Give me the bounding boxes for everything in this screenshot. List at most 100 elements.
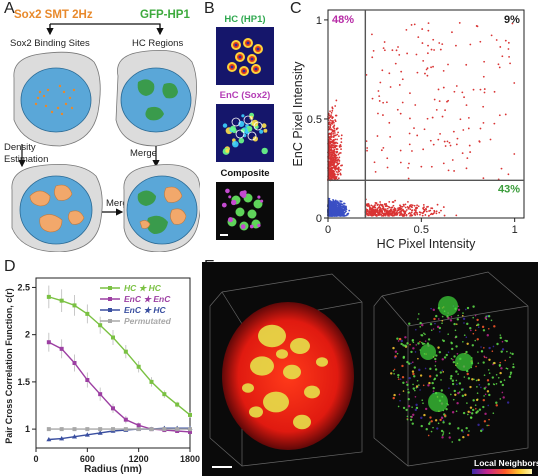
scatter-point <box>368 206 371 209</box>
local-neighbor-point <box>418 368 421 372</box>
scatter-point <box>437 88 440 91</box>
scatter-point <box>423 206 425 208</box>
local-neighbor-point <box>500 367 503 370</box>
local-neighbor-point <box>505 367 508 370</box>
scatter-point <box>410 24 413 26</box>
local-neighbor-point <box>435 314 438 318</box>
composite-magenta-spot <box>221 202 227 208</box>
hc-spot-center <box>250 57 254 61</box>
local-neighbor-point <box>444 414 447 417</box>
local-neighbor-point <box>453 355 456 358</box>
local-neighbor-point <box>483 347 485 349</box>
scatter-point <box>332 161 335 164</box>
local-neighbor-point <box>496 342 499 346</box>
local-neighbor-point <box>412 341 415 344</box>
scatter-point <box>371 212 374 214</box>
scatter-point <box>342 214 344 217</box>
hc-spot-center <box>234 43 238 47</box>
local-neighbor-point <box>439 371 443 374</box>
local-neighbor-point <box>406 360 409 364</box>
scatter-point <box>427 205 429 208</box>
scatter-point <box>483 91 486 94</box>
scatter-point <box>465 167 468 170</box>
local-neighbor-point <box>501 348 505 351</box>
hc-label: HC (HP1) <box>224 14 266 25</box>
panel-b: HC (HP1) EnC (Sox2) Composite <box>214 14 276 254</box>
local-neighbor-point <box>482 398 486 402</box>
local-neighbor-point <box>432 328 435 330</box>
scatter-point <box>382 208 385 211</box>
y-tick-label: 1 <box>25 424 30 434</box>
scatter-point <box>397 209 400 211</box>
series-point <box>72 427 77 432</box>
scatter-point <box>333 142 336 145</box>
scatter-point <box>373 161 376 164</box>
local-neighbor-point <box>458 438 461 442</box>
scatter-point <box>447 169 450 172</box>
series-point <box>162 392 167 397</box>
local-neighbor-point <box>442 431 445 433</box>
scatter-point <box>343 212 346 214</box>
scatter-point <box>410 205 413 208</box>
local-neighbor-point <box>485 315 487 318</box>
local-neighbor-point <box>394 355 397 358</box>
render-right: Local Neighbors <box>373 271 538 474</box>
scatter-point <box>376 208 379 211</box>
local-neighbor-point <box>393 368 396 371</box>
local-neighbor-point <box>503 379 506 381</box>
local-neighbor-point <box>429 421 431 423</box>
scatter-point <box>347 212 350 215</box>
scatter-point <box>468 144 471 147</box>
scatter-point <box>479 40 482 43</box>
enc-spot <box>222 123 228 128</box>
scatter-point <box>425 210 428 213</box>
local-neighbor-point <box>434 360 437 363</box>
local-neighbor-point <box>406 342 409 345</box>
scatter-point <box>433 98 436 101</box>
scatter-point <box>426 67 429 70</box>
scatter-point <box>409 215 411 217</box>
scatter-point <box>407 207 410 210</box>
local-neighbor-point <box>417 342 420 345</box>
enc-hc-ring <box>231 117 241 127</box>
local-neighbor-point <box>485 386 487 388</box>
scatter-point <box>409 213 412 215</box>
nucleus-bottom-right <box>126 175 198 245</box>
scatter-point <box>377 112 379 115</box>
local-neighbor-point <box>501 383 505 387</box>
scatter-point <box>336 148 339 151</box>
local-neighbor-point <box>462 411 466 415</box>
scatter-point <box>397 207 399 210</box>
scatter-point <box>416 213 419 216</box>
scatter-point <box>409 205 411 208</box>
local-neighbor-point <box>437 346 440 349</box>
local-neighbor-point <box>478 408 482 411</box>
scatter-point <box>419 213 421 216</box>
scatter-point <box>455 143 458 146</box>
local-neighbor-point <box>423 332 425 335</box>
enc-spot <box>232 140 239 148</box>
scatter-point <box>403 211 406 214</box>
scatter-point <box>394 210 396 212</box>
scatter-point <box>404 206 407 209</box>
series-point <box>46 427 51 432</box>
scatter-point <box>341 164 343 167</box>
local-neighbor-point <box>473 378 475 381</box>
scatter-point <box>337 131 340 134</box>
local-neighbor-point <box>454 335 458 339</box>
local-neighbor-point <box>429 416 432 419</box>
hc-blob <box>438 296 458 316</box>
local-neighbor-point <box>410 350 413 354</box>
composite-green-spot <box>247 209 257 219</box>
heterochromatin-spot <box>290 338 310 354</box>
scatter-point <box>365 140 368 143</box>
local-neighbor-point <box>412 387 415 390</box>
scatter-point <box>374 204 376 206</box>
scatter-point <box>370 204 373 207</box>
scatter-point <box>367 214 369 217</box>
scatter-point <box>343 208 346 211</box>
scatter-point <box>337 171 339 174</box>
scatter-point <box>331 169 334 172</box>
local-neighbor-point <box>448 422 451 425</box>
local-neighbor-point <box>491 350 494 353</box>
